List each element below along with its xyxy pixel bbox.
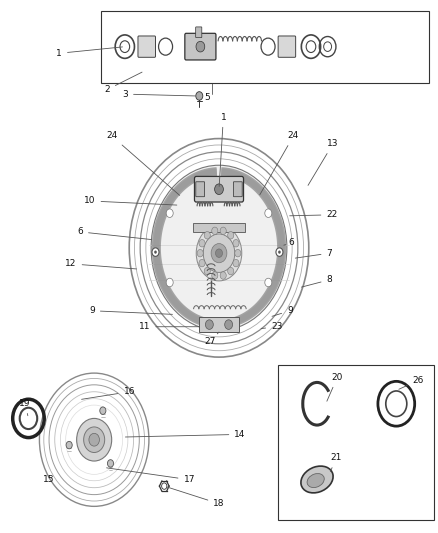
FancyBboxPatch shape	[138, 36, 155, 58]
Circle shape	[107, 459, 113, 467]
Circle shape	[233, 239, 239, 247]
Text: 5: 5	[204, 93, 210, 101]
Circle shape	[66, 441, 72, 449]
Text: 13: 13	[308, 140, 339, 185]
Text: 14: 14	[125, 430, 246, 439]
Circle shape	[152, 248, 159, 256]
Text: 20: 20	[327, 373, 343, 401]
Text: 24: 24	[260, 132, 299, 195]
Circle shape	[278, 251, 281, 254]
Circle shape	[220, 272, 226, 279]
Circle shape	[151, 165, 287, 330]
FancyBboxPatch shape	[278, 36, 296, 58]
Circle shape	[228, 268, 234, 275]
Text: 1: 1	[56, 47, 123, 58]
Text: 23: 23	[261, 322, 283, 331]
Circle shape	[235, 249, 241, 257]
Ellipse shape	[301, 466, 333, 493]
Text: 12: 12	[65, 260, 137, 269]
Text: 11: 11	[139, 322, 200, 331]
Circle shape	[197, 249, 203, 257]
Circle shape	[225, 320, 233, 329]
Circle shape	[196, 42, 205, 52]
Circle shape	[196, 225, 242, 281]
Text: 16: 16	[81, 387, 135, 399]
Circle shape	[77, 418, 112, 461]
Bar	[199, 317, 239, 332]
Text: 1: 1	[219, 113, 226, 187]
Circle shape	[154, 251, 157, 254]
Circle shape	[228, 231, 234, 239]
Text: 9: 9	[89, 306, 173, 315]
Circle shape	[212, 227, 218, 235]
Text: 2: 2	[105, 72, 142, 94]
Circle shape	[203, 234, 235, 272]
Circle shape	[166, 209, 173, 217]
Text: 3: 3	[122, 90, 128, 99]
Circle shape	[166, 278, 173, 287]
FancyBboxPatch shape	[185, 33, 216, 60]
Circle shape	[84, 427, 105, 453]
FancyBboxPatch shape	[196, 27, 202, 37]
Circle shape	[215, 249, 223, 257]
Text: 7: 7	[295, 249, 332, 258]
Bar	[193, 223, 245, 232]
Circle shape	[211, 244, 227, 263]
Circle shape	[199, 239, 205, 247]
Circle shape	[265, 209, 272, 217]
Text: 17: 17	[106, 468, 195, 484]
Text: 18: 18	[167, 487, 225, 508]
Text: 24: 24	[106, 132, 180, 196]
FancyBboxPatch shape	[233, 182, 242, 197]
Circle shape	[215, 184, 223, 195]
Text: 27: 27	[205, 332, 219, 345]
Circle shape	[205, 320, 213, 329]
Ellipse shape	[307, 473, 324, 488]
Circle shape	[89, 433, 99, 446]
Circle shape	[220, 227, 226, 235]
Text: 15: 15	[43, 475, 55, 484]
Text: 10: 10	[84, 197, 177, 205]
Text: 22: 22	[290, 211, 338, 219]
FancyBboxPatch shape	[196, 182, 205, 197]
Circle shape	[212, 272, 218, 279]
Circle shape	[199, 260, 205, 267]
Circle shape	[100, 407, 106, 414]
Text: 6: 6	[284, 238, 294, 247]
Circle shape	[265, 278, 272, 287]
Text: 8: 8	[301, 276, 332, 287]
Text: 9: 9	[272, 306, 293, 316]
Text: 21: 21	[330, 454, 342, 472]
Circle shape	[276, 248, 283, 256]
Text: 26: 26	[399, 376, 424, 389]
Circle shape	[204, 231, 210, 239]
Circle shape	[204, 268, 210, 275]
Circle shape	[233, 260, 239, 267]
Bar	[101, 11, 429, 83]
Bar	[278, 365, 434, 520]
Text: 19: 19	[19, 399, 31, 416]
Circle shape	[196, 92, 203, 100]
Text: 6: 6	[77, 228, 152, 239]
FancyBboxPatch shape	[194, 176, 244, 202]
